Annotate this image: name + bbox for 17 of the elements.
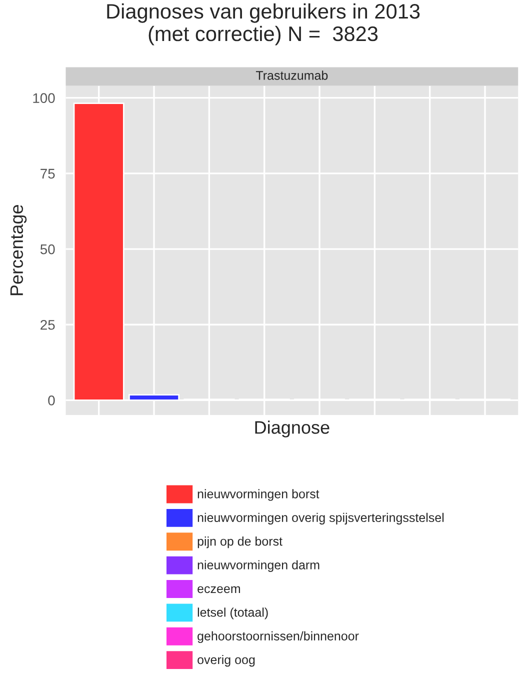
y-tick-label: 25 [40,320,55,330]
y-tick-label: 100 [33,93,55,104]
legend-label: gehoorstoornissen/binnenoor [198,631,359,643]
y-axis-title: Percentage [10,205,27,296]
legend-label: nieuwvormingen darm [198,560,320,572]
legend-label: letsel (totaal) [198,608,268,620]
legend-label: nieuwvormingen overig spijsverteringsstelsel [198,512,444,524]
y-tick-label: 50 [40,244,55,254]
y-tick-label: 0 [48,396,55,406]
x-axis-title: Diagnose [255,420,330,438]
chart-title: Diagnoses van gebruikers in 2013 (met correctie) N = 3823 [107,3,420,46]
legend-label: eczeem [198,586,240,594]
y-tick-label: 75 [40,168,55,179]
legend-label: overig oog [198,654,255,667]
legend-label: nieuwvormingen borst [198,489,320,501]
chart-subtitle: Trastuzumab [256,70,328,80]
legend-label: pijn op de borst [198,536,282,548]
